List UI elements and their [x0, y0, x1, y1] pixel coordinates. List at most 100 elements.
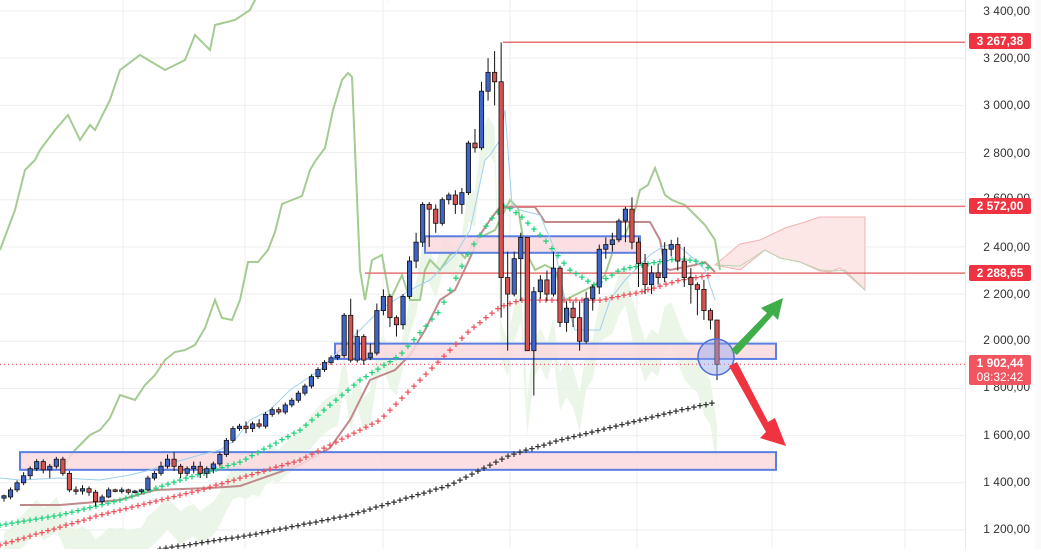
price-axis[interactable]: 3 400,00 3 200,00 3 000,00 2 800,00 2 60… — [965, 0, 1036, 549]
candle[interactable] — [210, 463, 216, 470]
candle[interactable] — [73, 489, 79, 492]
candle[interactable] — [426, 204, 432, 210]
candle[interactable] — [197, 465, 203, 474]
candle[interactable] — [485, 71, 491, 92]
candle[interactable] — [374, 310, 380, 354]
candlestick-chart[interactable]: + + + + + + + + + + + + + + + + + + + + + + + + + + + + + + + + + + + + + + + +… — [0, 0, 965, 554]
bearish-arrow-down[interactable] — [729, 362, 786, 446]
candle[interactable] — [609, 239, 615, 245]
candle[interactable] — [616, 220, 622, 241]
candle[interactable] — [171, 458, 177, 467]
candle[interactable] — [714, 319, 720, 365]
candle[interactable] — [407, 260, 413, 297]
candle[interactable] — [243, 425, 249, 429]
candle[interactable] — [256, 423, 262, 427]
candle[interactable] — [701, 288, 707, 311]
candle[interactable] — [361, 336, 367, 361]
candle[interactable] — [505, 277, 511, 295]
candle[interactable] — [40, 461, 46, 471]
support-zone-lower[interactable] — [19, 451, 777, 471]
candle[interactable] — [635, 241, 642, 264]
bullish-arrow-up[interactable] — [731, 298, 783, 355]
candle[interactable] — [282, 404, 288, 413]
candle[interactable] — [681, 260, 687, 278]
candle[interactable] — [622, 208, 628, 222]
candle[interactable] — [315, 369, 321, 378]
candle[interactable] — [603, 244, 609, 250]
candle[interactable] — [302, 385, 308, 394]
candle[interactable] — [590, 286, 596, 300]
candle[interactable] — [308, 376, 314, 387]
candle[interactable] — [250, 423, 256, 429]
candle[interactable] — [596, 248, 602, 288]
candle[interactable] — [688, 277, 694, 286]
candle[interactable] — [7, 489, 14, 498]
candle[interactable] — [151, 472, 158, 479]
candle[interactable] — [132, 490, 138, 493]
candle[interactable] — [276, 409, 282, 413]
candle[interactable] — [478, 90, 485, 149]
candle[interactable] — [289, 399, 295, 406]
candle[interactable] — [321, 362, 328, 370]
candle[interactable] — [191, 465, 197, 470]
candle[interactable] — [86, 488, 92, 493]
candle[interactable] — [269, 409, 275, 415]
candle[interactable] — [452, 194, 458, 205]
candle[interactable] — [420, 204, 426, 243]
candle[interactable] — [400, 296, 406, 326]
candle[interactable] — [178, 465, 184, 474]
candle[interactable] — [106, 489, 112, 498]
candle[interactable] — [655, 272, 661, 278]
candle[interactable] — [446, 194, 452, 201]
candle[interactable] — [557, 267, 563, 323]
candle[interactable] — [518, 237, 524, 260]
candle[interactable] — [459, 192, 465, 205]
candle[interactable] — [387, 296, 393, 319]
chart-plot-area[interactable]: + + + + + + + + + + + + + + + + + + + + + + + + + + + + + + + + + + + + + + + +… — [0, 0, 965, 554]
candle[interactable] — [550, 267, 557, 295]
candle[interactable] — [413, 241, 419, 262]
candle[interactable] — [14, 482, 20, 491]
candle[interactable] — [79, 488, 86, 492]
candle[interactable] — [380, 296, 386, 311]
candle[interactable] — [694, 284, 700, 290]
candle[interactable] — [184, 468, 190, 474]
candle[interactable] — [164, 458, 171, 467]
candle[interactable] — [524, 237, 530, 352]
candle[interactable] — [93, 491, 99, 503]
candle[interactable] — [472, 142, 478, 149]
candle[interactable] — [537, 279, 543, 293]
candle[interactable] — [433, 208, 439, 224]
candle[interactable] — [649, 272, 655, 286]
candle[interactable] — [439, 199, 445, 224]
candle[interactable] — [642, 263, 648, 286]
candle[interactable] — [236, 425, 243, 429]
candle[interactable] — [492, 71, 498, 83]
candle[interactable] — [662, 248, 668, 278]
focus-circle[interactable] — [697, 338, 735, 376]
candle[interactable] — [577, 317, 583, 342]
candle[interactable] — [563, 307, 570, 323]
candle[interactable] — [112, 489, 118, 492]
candle[interactable] — [217, 454, 223, 465]
candle[interactable] — [21, 475, 27, 484]
candle[interactable] — [145, 477, 151, 491]
candle[interactable] — [223, 439, 229, 455]
candle[interactable] — [53, 458, 59, 467]
candle[interactable] — [544, 279, 550, 295]
candle[interactable] — [34, 461, 40, 470]
candle[interactable] — [629, 208, 635, 243]
candle[interactable] — [158, 465, 164, 474]
candle[interactable] — [570, 307, 576, 319]
candle[interactable] — [707, 310, 714, 321]
candle[interactable] — [341, 314, 347, 356]
candle[interactable] — [138, 489, 144, 492]
candle[interactable] — [335, 355, 341, 359]
candle[interactable] — [230, 428, 236, 441]
candle[interactable] — [119, 489, 125, 492]
candle[interactable] — [465, 142, 471, 194]
candle[interactable] — [99, 496, 105, 503]
candle[interactable] — [47, 465, 53, 471]
candle[interactable] — [498, 81, 504, 278]
candle[interactable] — [27, 468, 33, 477]
